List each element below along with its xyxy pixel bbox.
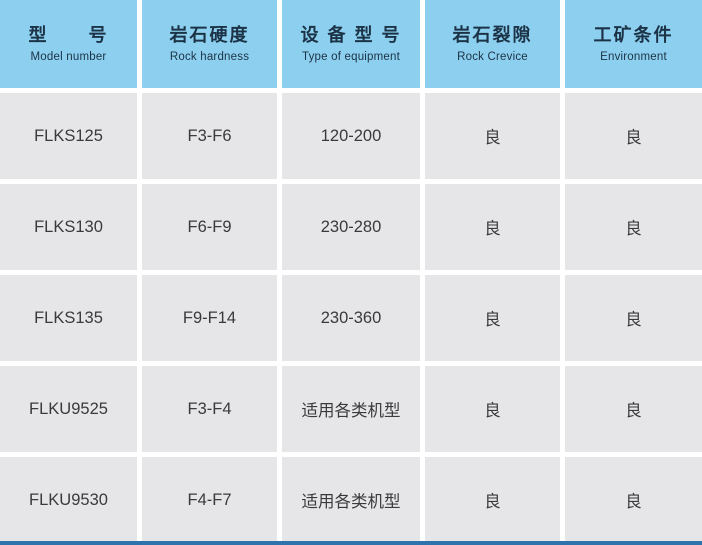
column-header-environment-en: Environment <box>600 51 667 64</box>
table-cell-equipment: 230-280 <box>282 184 420 270</box>
table-cell-model: FLKU9525 <box>0 366 137 452</box>
table-cell-equipment: 120-200 <box>282 93 420 179</box>
table-cell-crevice: 良 <box>425 275 560 361</box>
table-cell-environment: 良 <box>565 275 702 361</box>
table-cell-equipment: 适用各类机型 <box>282 457 420 543</box>
column-header-rock-crevice: 岩石裂隙 Rock Crevice <box>425 0 560 88</box>
column-header-equipment-type-cn: 设 备 型 号 <box>300 24 402 45</box>
table-cell-environment: 良 <box>565 366 702 452</box>
table-cell-hardness: F4-F7 <box>142 457 277 543</box>
column-header-rock-hardness-cn: 岩石硬度 <box>169 24 250 45</box>
table-cell-environment: 良 <box>565 457 702 543</box>
table-cell-model: FLKS130 <box>0 184 137 270</box>
table-cell-hardness: F9-F14 <box>142 275 277 361</box>
column-header-rock-crevice-en: Rock Crevice <box>457 51 528 64</box>
table-cell-crevice: 良 <box>425 93 560 179</box>
column-header-model-number: 型 号 Model number <box>0 0 137 88</box>
table-cell-hardness: F3-F4 <box>142 366 277 452</box>
column-header-model-number-en: Model number <box>30 51 107 64</box>
next-section-top-edge <box>0 541 702 545</box>
table-cell-hardness: F6-F9 <box>142 184 277 270</box>
column-header-environment: 工矿条件 Environment <box>565 0 702 88</box>
column-header-equipment-type-en: Type of equipment <box>301 51 401 64</box>
table-cell-crevice: 良 <box>425 366 560 452</box>
table-cell-model: FLKS125 <box>0 93 137 179</box>
table-cell-equipment: 适用各类机型 <box>282 366 420 452</box>
column-header-environment-cn: 工矿条件 <box>593 24 674 45</box>
table-cell-model: FLKU9530 <box>0 457 137 543</box>
column-header-model-number-cn: 型 号 <box>28 24 109 45</box>
column-header-rock-hardness-en: Rock hardness <box>169 51 250 64</box>
table-cell-equipment: 230-360 <box>282 275 420 361</box>
column-header-rock-hardness: 岩石硬度 Rock hardness <box>142 0 277 88</box>
table-cell-environment: 良 <box>565 184 702 270</box>
column-header-rock-crevice-cn: 岩石裂隙 <box>452 24 533 45</box>
table-cell-hardness: F3-F6 <box>142 93 277 179</box>
table-cell-crevice: 良 <box>425 184 560 270</box>
table-cell-model: FLKS135 <box>0 275 137 361</box>
column-header-equipment-type: 设 备 型 号 Type of equipment <box>282 0 420 88</box>
table-cell-crevice: 良 <box>425 457 560 543</box>
table-cell-environment: 良 <box>565 93 702 179</box>
